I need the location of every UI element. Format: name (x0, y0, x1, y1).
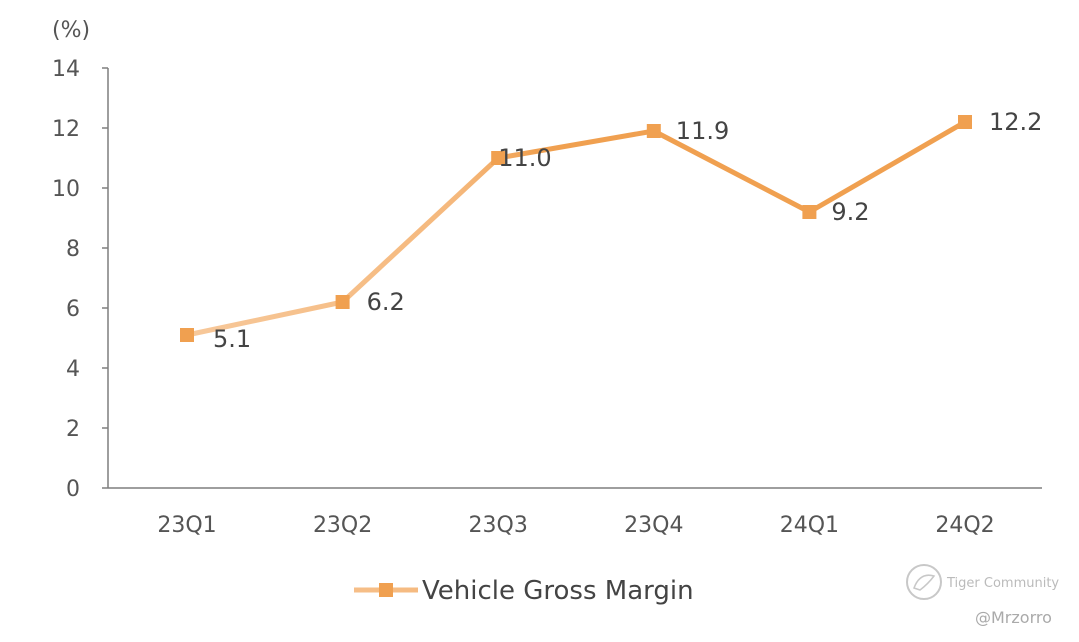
data-labels: 5.1 6.2 11.0 11.9 9.2 12.2 (213, 108, 1042, 353)
x-tick-label: 23Q1 (157, 513, 216, 538)
data-point-marker (180, 328, 194, 342)
data-point-marker (335, 295, 350, 309)
data-point-marker (958, 115, 972, 129)
tiger-logo-icon (906, 564, 942, 600)
y-tick-label: 14 (52, 57, 80, 82)
x-tick-label: 23Q3 (469, 513, 528, 538)
data-label: 12.2 (989, 108, 1042, 136)
y-tick-label: 4 (66, 357, 80, 382)
y-axis-unit: (%) (52, 18, 90, 43)
y-tick-label: 0 (66, 477, 80, 502)
watermark-handle: @Mrzorro (975, 608, 1052, 627)
data-label: 9.2 (831, 198, 869, 226)
y-tick-label: 2 (66, 417, 80, 442)
y-tick-label: 8 (66, 237, 80, 262)
data-point-marker (802, 205, 817, 219)
data-label: 11.9 (676, 117, 729, 145)
series-group (180, 115, 972, 342)
data-label: 11.0 (498, 144, 551, 172)
legend-marker-swatch (379, 583, 393, 597)
watermark: Tiger Community @Mrzorro (906, 564, 1059, 627)
data-point-marker (491, 151, 506, 165)
y-tick-label: 12 (52, 117, 80, 142)
y-tick-label: 6 (66, 297, 80, 322)
legend: Vehicle Gross Margin (354, 576, 694, 606)
x-tick-label: 24Q1 (780, 513, 839, 538)
y-tick-label: 10 (52, 177, 80, 202)
tiger-logo-mark (913, 574, 936, 591)
y-axis-ticks: 0 2 4 6 8 10 12 14 (52, 57, 108, 502)
axes (107, 68, 1042, 489)
legend-label: Vehicle Gross Margin (422, 576, 694, 606)
x-axis-ticks: 23Q1 23Q2 23Q3 23Q4 24Q1 24Q2 (157, 513, 994, 538)
data-point-marker (646, 124, 661, 138)
series-line (186, 119, 967, 338)
data-label: 5.1 (213, 325, 251, 353)
x-tick-label: 23Q2 (313, 513, 372, 538)
data-label: 6.2 (367, 288, 405, 316)
watermark-brand: Tiger Community (946, 576, 1059, 591)
x-tick-label: 24Q2 (935, 513, 994, 538)
x-tick-label: 23Q4 (624, 513, 683, 538)
